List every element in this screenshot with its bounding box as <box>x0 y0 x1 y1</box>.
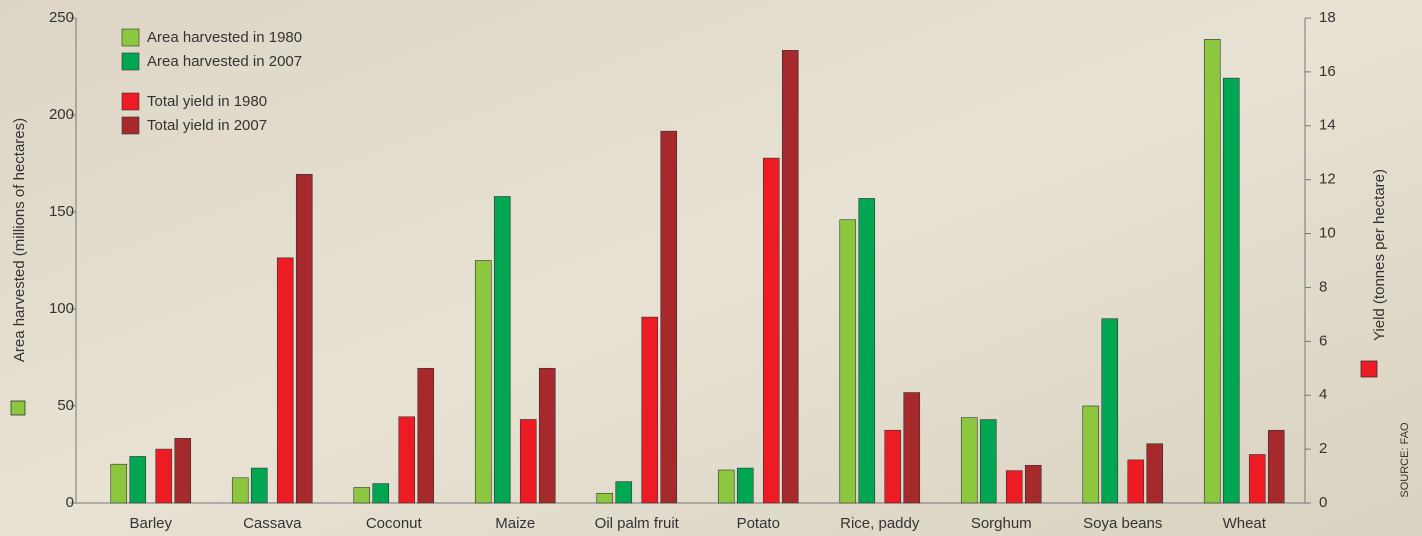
bar <box>1083 406 1099 503</box>
bar <box>1006 471 1022 503</box>
source-note: SOURCE: FAO <box>1399 422 1411 498</box>
bar <box>373 484 389 503</box>
legend-label: Total yield in 2007 <box>147 117 267 134</box>
legend-swatch <box>122 93 139 110</box>
bar <box>494 196 510 503</box>
bar <box>616 482 632 503</box>
bar <box>520 419 536 503</box>
y2-axis-title: Yield (tonnes per hectare) <box>1371 169 1388 341</box>
y2-tick-label: 6 <box>1319 332 1327 349</box>
y2-tick-label: 0 <box>1319 494 1327 511</box>
bar <box>737 468 753 503</box>
bar <box>642 317 658 503</box>
y2-axis-key <box>1361 361 1377 377</box>
bar <box>1249 455 1265 504</box>
y-tick-label: 150 <box>49 203 74 220</box>
y2-tick-label: 2 <box>1319 440 1327 457</box>
bar <box>418 368 434 503</box>
y2-tick-label: 16 <box>1319 63 1336 80</box>
y-tick-label: 200 <box>49 106 74 123</box>
legend-swatch <box>122 53 139 70</box>
bar <box>1025 465 1041 503</box>
bar <box>232 478 248 503</box>
bar <box>475 261 491 504</box>
y2-tick-label: 12 <box>1319 171 1336 188</box>
x-tick-label: Wheat <box>1223 515 1267 532</box>
bar <box>597 493 613 503</box>
bar <box>399 417 415 503</box>
bar <box>354 487 370 503</box>
bar <box>718 470 734 503</box>
bar <box>859 198 875 503</box>
y2-tick-label: 18 <box>1319 9 1336 26</box>
y-tick-label: 250 <box>49 9 74 26</box>
y-tick-label: 100 <box>49 300 74 317</box>
y2-tick-label: 10 <box>1319 225 1336 242</box>
x-tick-label: Soya beans <box>1083 515 1162 532</box>
bar <box>782 50 798 503</box>
legend-label: Area harvested in 2007 <box>147 53 302 70</box>
x-tick-label: Rice, paddy <box>840 515 920 532</box>
legend-label: Total yield in 1980 <box>147 93 267 110</box>
bar <box>156 449 172 503</box>
y-tick-label: 0 <box>66 494 74 511</box>
bar <box>111 464 127 503</box>
bar <box>539 368 555 503</box>
legend-swatch <box>122 117 139 134</box>
y2-tick-label: 4 <box>1319 386 1327 403</box>
y2-tick-label: 8 <box>1319 278 1327 295</box>
x-tick-label: Coconut <box>366 515 423 532</box>
y-axis-key <box>11 401 25 415</box>
bar <box>904 393 920 503</box>
bar <box>130 456 146 503</box>
legend-label: Area harvested in 1980 <box>147 29 302 46</box>
bar <box>175 438 191 503</box>
bar <box>251 468 267 503</box>
legend-swatch <box>122 29 139 46</box>
bar <box>1223 78 1239 503</box>
bar <box>1147 444 1163 503</box>
bar <box>277 258 293 503</box>
x-tick-label: Maize <box>495 515 535 532</box>
bar <box>1268 430 1284 503</box>
y-tick-label: 50 <box>57 397 74 414</box>
bar <box>1102 319 1118 503</box>
x-tick-label: Sorghum <box>971 515 1032 532</box>
bar <box>885 430 901 503</box>
x-tick-label: Cassava <box>243 515 302 532</box>
y-axis-title: Area harvested (millions of hectares) <box>11 118 28 362</box>
bar <box>661 131 677 503</box>
bar <box>1204 39 1220 503</box>
chart: Area harvested (millions of hectares) Yi… <box>0 0 1422 536</box>
bar <box>840 220 856 503</box>
bar <box>1128 460 1144 503</box>
x-tick-label: Potato <box>737 515 780 532</box>
x-tick-label: Barley <box>129 515 172 532</box>
y2-tick-label: 14 <box>1319 117 1336 134</box>
bar <box>296 174 312 503</box>
bar <box>980 420 996 503</box>
bar <box>961 418 977 503</box>
bar <box>763 158 779 503</box>
x-tick-label: Oil palm fruit <box>595 515 680 532</box>
